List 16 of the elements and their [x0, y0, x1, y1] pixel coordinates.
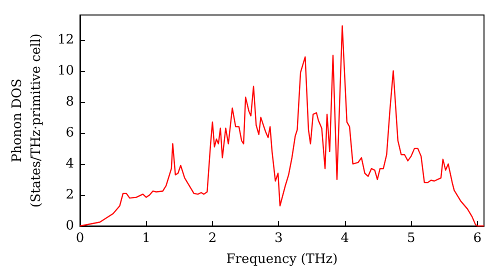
y-tick-label: 12: [57, 32, 74, 48]
x-tick-label: 3: [274, 231, 283, 246]
x-tick-label: 0: [76, 231, 84, 246]
x-axis-title: Frequency (THz): [226, 252, 338, 267]
y-axis-title: Phonon DOS (States/THz·primitive cell): [10, 33, 44, 208]
x-tick-label: 5: [407, 231, 416, 246]
y-tick-label: 4: [66, 156, 74, 172]
x-tick-label: 4: [340, 231, 350, 246]
y-tick-label: 10: [57, 63, 74, 78]
x-tick-label: 1: [142, 231, 150, 246]
y-tick-label: 2: [66, 187, 74, 202]
y-tick-label: 8: [66, 94, 74, 110]
x-tick-label: 2: [208, 231, 217, 246]
y-tick-label: 0: [66, 218, 74, 234]
y-tick-label: 6: [66, 125, 74, 140]
x-tick-label: 6: [473, 231, 482, 246]
